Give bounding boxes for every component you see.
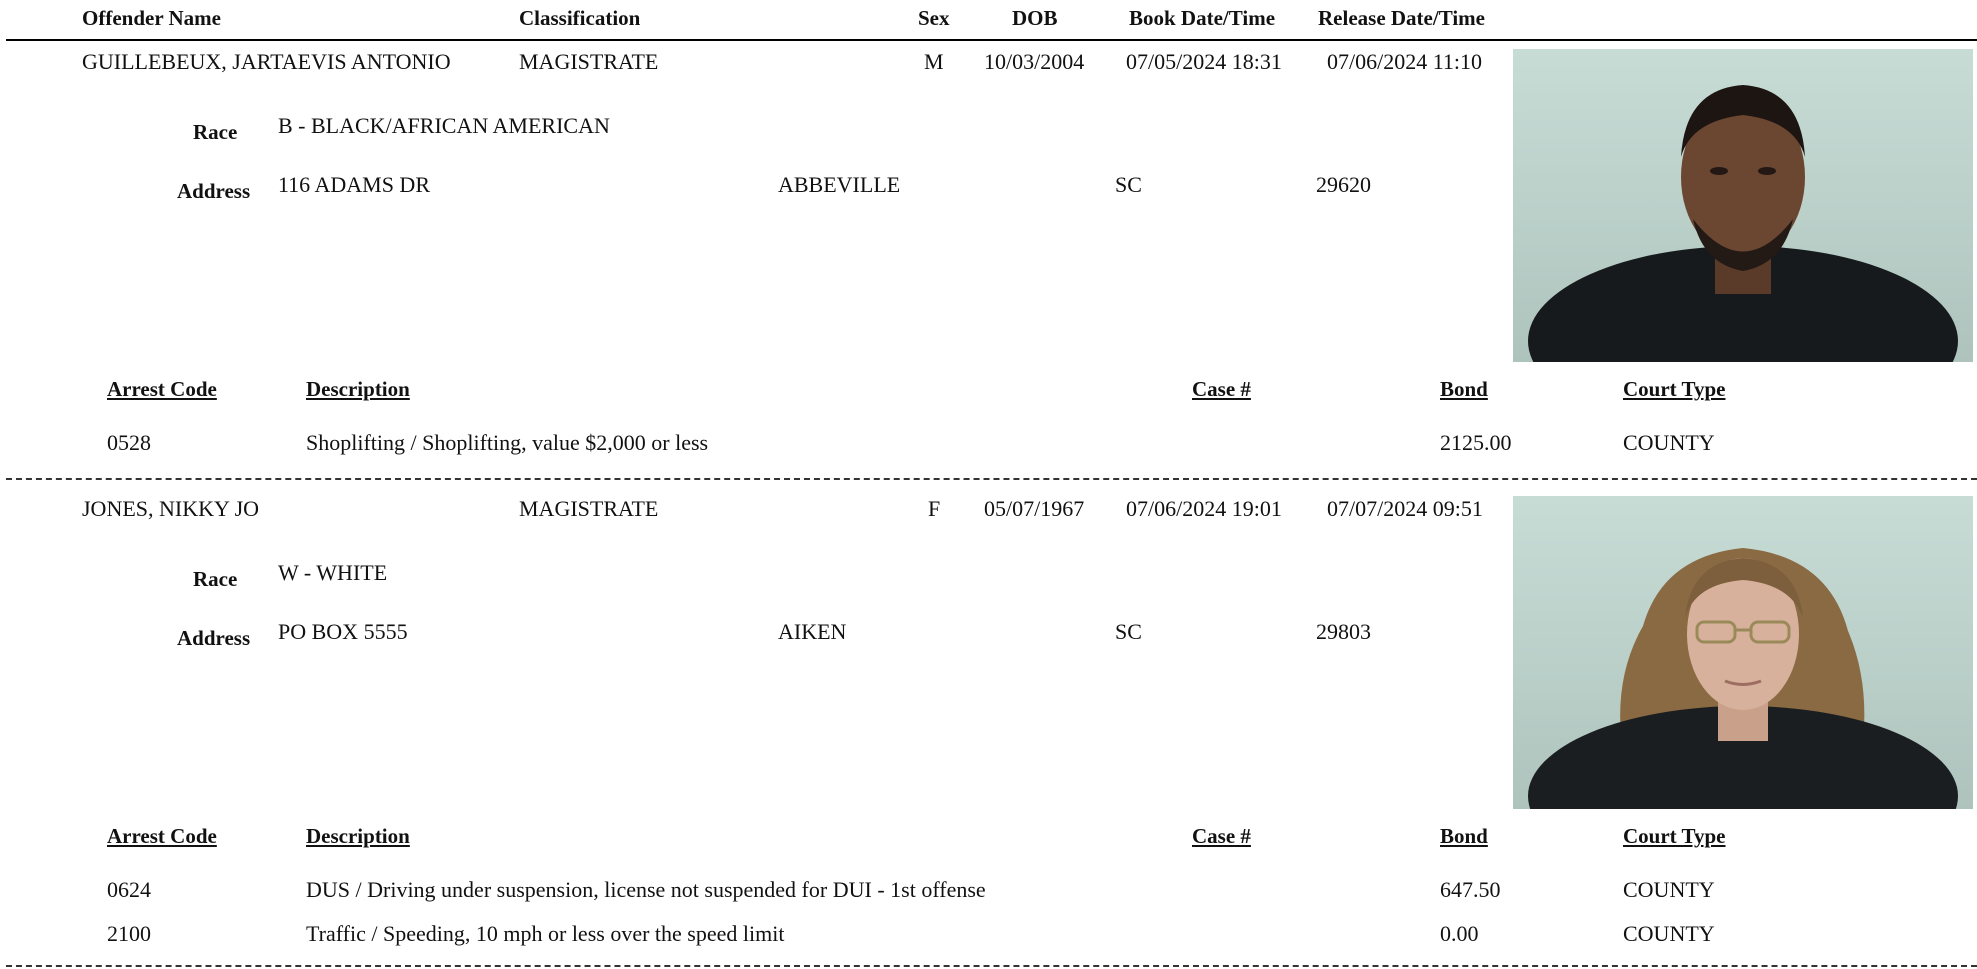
header-release-datetime: Release Date/Time	[1318, 6, 1485, 30]
charge-description: Shoplifting / Shoplifting, value $2,000 …	[306, 430, 709, 455]
court-type-label: Court Type	[1623, 377, 1726, 401]
mugshot-photo-icon	[1513, 496, 1973, 809]
offender-race: W - WHITE	[278, 560, 388, 585]
case-number-label: Case #	[1192, 377, 1251, 401]
charge-description: Traffic / Speeding, 10 mph or less over …	[306, 921, 785, 946]
offender-race: B - BLACK/AFRICAN AMERICAN	[278, 113, 610, 138]
offender-release-datetime: 07/07/2024 09:51	[1327, 496, 1483, 521]
address-zip: 29803	[1316, 619, 1371, 644]
address-state: SC	[1115, 172, 1142, 197]
charge-bond: 0.00	[1440, 921, 1479, 946]
race-label: Race	[193, 120, 238, 144]
address-state: SC	[1115, 619, 1142, 644]
race-label: Race	[193, 567, 238, 591]
header-classification: Classification	[519, 6, 641, 30]
offender-sex: F	[928, 496, 941, 521]
offender-release-datetime: 07/06/2024 11:10	[1327, 49, 1483, 74]
address-label: Address	[177, 626, 251, 650]
charge-bond: 647.50	[1440, 877, 1501, 902]
address-label: Address	[177, 179, 251, 203]
charge-code: 0528	[107, 430, 151, 455]
charge-description: DUS / Driving under suspension, license …	[306, 877, 986, 902]
offender-classification: MAGISTRATE	[519, 496, 659, 521]
offender-name: GUILLEBEUX, JARTAEVIS ANTONIO	[82, 49, 451, 74]
description-label: Description	[306, 377, 410, 401]
offender-dob: 05/07/1967	[984, 496, 1085, 521]
offender-book-datetime: 07/05/2024 18:31	[1126, 49, 1282, 74]
bond-label: Bond	[1440, 824, 1488, 848]
address-street: PO BOX 5555	[278, 619, 408, 644]
address-city: AIKEN	[778, 619, 847, 644]
offender-classification: MAGISTRATE	[519, 49, 659, 74]
charge-code: 0624	[107, 877, 151, 902]
mugshot-photo-icon	[1513, 49, 1973, 362]
record-divider	[6, 965, 1977, 967]
charge-code: 2100	[107, 921, 151, 946]
description-label: Description	[306, 824, 410, 848]
court-type-label: Court Type	[1623, 824, 1726, 848]
charge-court-type: COUNTY	[1623, 921, 1715, 946]
offender-name: JONES, NIKKY JO	[82, 496, 260, 521]
case-number-label: Case #	[1192, 824, 1251, 848]
header-offender-name: Offender Name	[82, 6, 221, 30]
offender-sex: M	[924, 49, 944, 74]
header-sex: Sex	[918, 6, 950, 30]
charge-court-type: COUNTY	[1623, 877, 1715, 902]
address-zip: 29620	[1316, 172, 1371, 197]
address-street: 116 ADAMS DR	[278, 172, 430, 197]
charge-court-type: COUNTY	[1623, 430, 1715, 455]
address-city: ABBEVILLE	[778, 172, 901, 197]
offender-book-datetime: 07/06/2024 19:01	[1126, 496, 1282, 521]
charge-bond: 2125.00	[1440, 430, 1512, 455]
arrest-code-label: Arrest Code	[107, 377, 217, 401]
offender-dob: 10/03/2004	[984, 49, 1085, 74]
arrest-code-label: Arrest Code	[107, 824, 217, 848]
header-dob: DOB	[1012, 6, 1058, 30]
header-book-datetime: Book Date/Time	[1129, 6, 1276, 30]
bond-label: Bond	[1440, 377, 1488, 401]
record-divider	[6, 478, 1977, 480]
header-divider	[6, 39, 1977, 41]
